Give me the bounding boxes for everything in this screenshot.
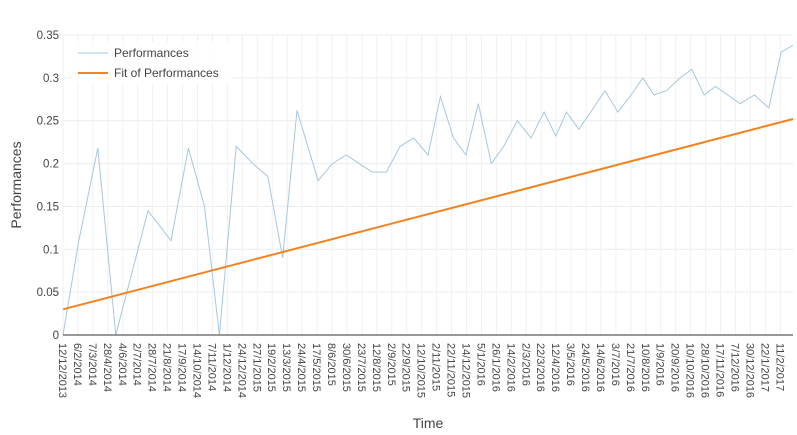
legend-label[interactable]: Fit of Performances <box>114 66 219 80</box>
x-tick-label: 17/9/2014 <box>176 343 188 392</box>
x-tick-label: 22/1/2017 <box>758 343 770 392</box>
x-tick-label: 30/12/2016 <box>743 343 755 398</box>
series-line-performances[interactable] <box>62 44 794 336</box>
y-tick-label: 0.35 <box>37 30 59 42</box>
x-tick-label: 28/10/2016 <box>699 343 711 398</box>
x-tick-label: 7/11/2014 <box>205 343 217 391</box>
x-tick-label: 28/7/2014 <box>146 343 158 392</box>
x-tick-label: 26/1/2016 <box>489 343 501 392</box>
x-tick-label: 6/2/2014 <box>71 343 83 386</box>
x-tick-label: 12/8/2015 <box>370 343 382 392</box>
x-tick-label: 19/2/2015 <box>265 343 277 392</box>
x-tick-label: 27/1/2015 <box>250 343 262 392</box>
x-tick-label: 30/6/2015 <box>340 343 352 392</box>
x-tick-label: 14/10/2014 <box>190 343 202 398</box>
x-tick-label: 1/12/2014 <box>220 343 232 392</box>
x-tick-label: 7/12/2016 <box>728 343 740 392</box>
y-tick-label: 0.2 <box>43 159 59 171</box>
y-tick-label: 0.25 <box>37 116 59 128</box>
x-tick-label: 1/9/2016 <box>654 343 666 386</box>
x-tick-label: 24/12/2014 <box>235 343 247 398</box>
y-tick-label: 0.05 <box>37 287 59 299</box>
x-tick-label: 22/3/2016 <box>534 343 546 392</box>
x-tick-label: 23/7/2015 <box>355 343 367 392</box>
x-tick-label: 11/2/2017 <box>773 343 785 391</box>
x-tick-label: 3/7/2016 <box>609 343 621 386</box>
x-tick-label: 12/4/2016 <box>549 343 561 392</box>
x-tick-label: 12/10/2015 <box>415 343 427 398</box>
x-tick-label: 10/10/2016 <box>684 343 696 398</box>
x-tick-label: 4/6/2014 <box>116 343 128 386</box>
x-tick-label: 14/2/2016 <box>504 343 516 392</box>
x-tick-label: 28/4/2014 <box>101 343 113 392</box>
legend[interactable]: Performances Fit of Performances <box>72 42 232 84</box>
x-tick-label: 7/3/2014 <box>86 343 98 386</box>
x-tick-label: 21/8/2014 <box>161 343 173 392</box>
y-tick-label: 0.3 <box>43 73 59 85</box>
x-tick-label: 24/4/2015 <box>295 343 307 392</box>
x-tick-label: 8/6/2015 <box>325 343 337 386</box>
x-tick-label: 2/11/2015 <box>430 343 442 391</box>
x-tick-label: 2/7/2014 <box>131 343 143 386</box>
x-tick-label: 14/6/2016 <box>594 343 606 392</box>
y-tick-label: 0.15 <box>37 201 59 213</box>
x-tick-label: 24/5/2016 <box>579 343 591 392</box>
y-tick-label: 0.1 <box>43 244 59 256</box>
y-tick-label: 0 <box>53 330 59 342</box>
x-tick-label: 13/3/2015 <box>280 343 292 392</box>
x-tick-label: 10/8/2016 <box>639 343 651 392</box>
x-tick-label: 2/3/2016 <box>519 343 531 386</box>
series-line-fit[interactable] <box>62 118 794 311</box>
x-tick-label: 22/11/2015 <box>445 343 457 397</box>
y-axis-ticks: 0 0.05 0.1 0.15 0.2 0.25 0.3 0.35 <box>37 30 59 342</box>
x-axis-ticks: 12/12/2013 6/2/2014 7/3/2014 28/4/2014 4/6/2… <box>56 343 785 398</box>
x-tick-label: 20/9/2016 <box>669 343 681 392</box>
x-tick-label: 3/5/2016 <box>564 343 576 386</box>
legend-label[interactable]: Performances <box>114 46 189 60</box>
x-axis-title: Time <box>413 415 444 430</box>
y-axis-title: Performances <box>8 141 24 228</box>
x-tick-label: 2/9/2015 <box>385 343 397 386</box>
series-layer <box>62 44 794 336</box>
x-tick-label: 17/5/2015 <box>310 343 322 392</box>
x-tick-label: 21/7/2016 <box>624 343 636 392</box>
x-tick-label: 12/12/2013 <box>56 343 68 398</box>
legend-background <box>72 42 232 84</box>
x-tick-label: 22/9/2015 <box>400 343 412 392</box>
x-tick-label: 17/11/2016 <box>714 343 726 397</box>
x-tick-label: 14/12/2015 <box>459 343 471 398</box>
x-tick-label: 5/1/2016 <box>474 343 486 386</box>
